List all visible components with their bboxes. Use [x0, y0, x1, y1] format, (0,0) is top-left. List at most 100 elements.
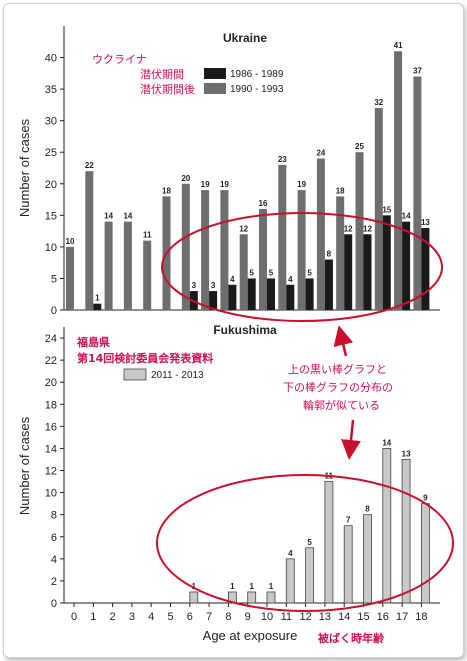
- ukraine-value-label: 24: [316, 149, 325, 158]
- comparison-note-line-2: 下の棒グラフの分布の: [283, 380, 393, 394]
- ukraine-bar-1986-1989: [421, 227, 430, 310]
- fukushima-x-tick-label: 13: [319, 611, 331, 623]
- ukraine-value-label: 19: [297, 180, 306, 189]
- ukraine-value-label: 1: [95, 294, 100, 303]
- legend-series-1: 1986 - 1989: [230, 69, 284, 80]
- ukraine-bar-1990-1993: [297, 190, 306, 310]
- ukraine-value-label: 14: [123, 212, 132, 221]
- legend-series-fukushima: 2011 - 2013: [151, 370, 204, 381]
- ukraine-y-tick-label: 30: [45, 116, 57, 128]
- fukushima-y-tick-label: 4: [51, 554, 57, 566]
- fukushima-value-label: 14: [382, 438, 391, 447]
- legend-jp-label-1: 潜伏期間: [140, 67, 184, 81]
- fukushima-y-tick-label: 22: [45, 355, 57, 367]
- ukraine-bar-1990-1993: [394, 51, 403, 310]
- ukraine-bar-1990-1993: [374, 108, 383, 311]
- ukraine-bar-1986-1989: [344, 234, 353, 310]
- fukushima-value-label: 1: [249, 582, 254, 591]
- fukushima-x-tick-label: 8: [225, 611, 231, 623]
- ukraine-value-label: 14: [402, 212, 411, 221]
- ukraine-bar-1990-1993: [201, 190, 210, 310]
- ukraine-value-label: 5: [249, 268, 254, 277]
- annotation-arrow-up: [333, 325, 354, 357]
- ukraine-bar-1986-1989: [247, 278, 256, 310]
- ukraine-value-label: 12: [344, 224, 353, 233]
- legend-swatch-light: [123, 368, 147, 381]
- fukushima-x-tick-label: 0: [71, 611, 77, 623]
- fukushima-value-label: 8: [365, 505, 370, 514]
- fukushima-x-tick-label: 3: [129, 611, 135, 623]
- fukushima-x-tick-label: 7: [206, 611, 212, 623]
- fukushima-x-tick-label: 18: [415, 611, 427, 623]
- ukraine-bar-1990-1993: [85, 171, 94, 310]
- annotation-arrow-down: [341, 419, 361, 460]
- ukraine-value-label: 16: [259, 199, 268, 208]
- fukushima-bar: [363, 514, 372, 604]
- ukraine-bar-1986-1989: [363, 234, 372, 310]
- ukraine-value-label: 5: [269, 268, 274, 277]
- highlight-ellipse-bottom: [156, 474, 454, 612]
- fukushima-y-tick-label: 6: [51, 532, 57, 544]
- fukushima-y-tick-label: 12: [45, 466, 57, 478]
- ukraine-bar-1990-1993: [220, 190, 229, 310]
- fukushima-y-tick-label: 20: [45, 377, 57, 389]
- ukraine-jp-label: ウクライナ: [92, 53, 147, 66]
- comparison-note-line-1: 上の黒い棒グラフと: [288, 362, 387, 376]
- fukushima-bar: [285, 558, 295, 604]
- ukraine-y-tick-label: 20: [45, 179, 57, 191]
- ukraine-value-label: 12: [363, 224, 372, 233]
- ukraine-value-label: 14: [104, 212, 113, 221]
- source-jp-line-1: 福島県: [76, 335, 110, 349]
- fukushima-bar: [324, 481, 334, 604]
- source-jp-line-2: 第14回検討委員会発表資料: [77, 351, 213, 365]
- ukraine-bar-1990-1993: [278, 164, 287, 310]
- ukraine-y-tick-label: 10: [45, 242, 57, 254]
- ukraine-bar-1990-1993: [66, 246, 74, 310]
- ukraine-value-label: 25: [355, 142, 364, 151]
- ukraine-value-label: 19: [220, 180, 229, 189]
- fukushima-y-axis-label: Number of cases: [17, 416, 32, 515]
- fukushima-x-tick-label: 5: [167, 611, 173, 623]
- highlight-ellipse-top: [161, 212, 443, 322]
- ukraine-bar-1986-1989: [382, 215, 391, 310]
- ukraine-bar-1986-1989: [324, 259, 333, 310]
- ukraine-value-label: 15: [382, 205, 391, 214]
- ukraine-bar-1990-1993: [336, 196, 345, 310]
- fukushima-y-tick-label: 10: [45, 488, 57, 500]
- ukraine-bar-1990-1993: [355, 152, 364, 310]
- ukraine-bar-1986-1989: [209, 291, 218, 310]
- fukushima-value-label: 4: [288, 549, 293, 558]
- ukraine-value-label: 5: [307, 268, 312, 277]
- ukraine-bar-1990-1993: [316, 158, 325, 310]
- fukushima-value-label: 1: [192, 582, 197, 591]
- fukushima-value-label: 7: [346, 516, 351, 525]
- comparison-note-line-3: 輪郭が似ている: [303, 398, 380, 412]
- ukraine-value-label: 37: [413, 66, 422, 75]
- fukushima-bar: [189, 591, 199, 604]
- ukraine-value-label: 12: [239, 224, 248, 233]
- ukraine-value-label: 4: [230, 275, 235, 284]
- ukraine-value-label: 18: [162, 186, 171, 195]
- fukushima-x-axis-label: Age at exposure: [203, 628, 298, 643]
- fukushima-y-tick-label: 16: [45, 421, 57, 433]
- fukushima-x-tick-label: 17: [396, 611, 408, 623]
- ukraine-bar-1990-1993: [259, 209, 267, 310]
- ukraine-y-axis-label: Number of cases: [17, 118, 32, 217]
- legend-swatch-mid: [204, 83, 226, 94]
- ukraine-value-label: 8: [327, 250, 332, 259]
- ukraine-y-tick-label: 15: [45, 210, 57, 222]
- ukraine-bar-1990-1993: [104, 221, 113, 310]
- ukraine-value-label: 13: [421, 218, 430, 227]
- fukushima-bars: [189, 448, 430, 604]
- ukraine-bar-1986-1989: [93, 303, 102, 310]
- fukushima-y-tick-label: 8: [51, 510, 57, 522]
- ukraine-bar-1990-1993: [123, 221, 132, 310]
- fukushima-x-tick-label: 10: [261, 611, 273, 623]
- ukraine-bar-1990-1993: [413, 76, 422, 310]
- fukushima-y-tick-label: 0: [51, 598, 57, 610]
- fukushima-value-label: 13: [402, 449, 411, 458]
- ukraine-y-tick-label: 35: [45, 84, 57, 96]
